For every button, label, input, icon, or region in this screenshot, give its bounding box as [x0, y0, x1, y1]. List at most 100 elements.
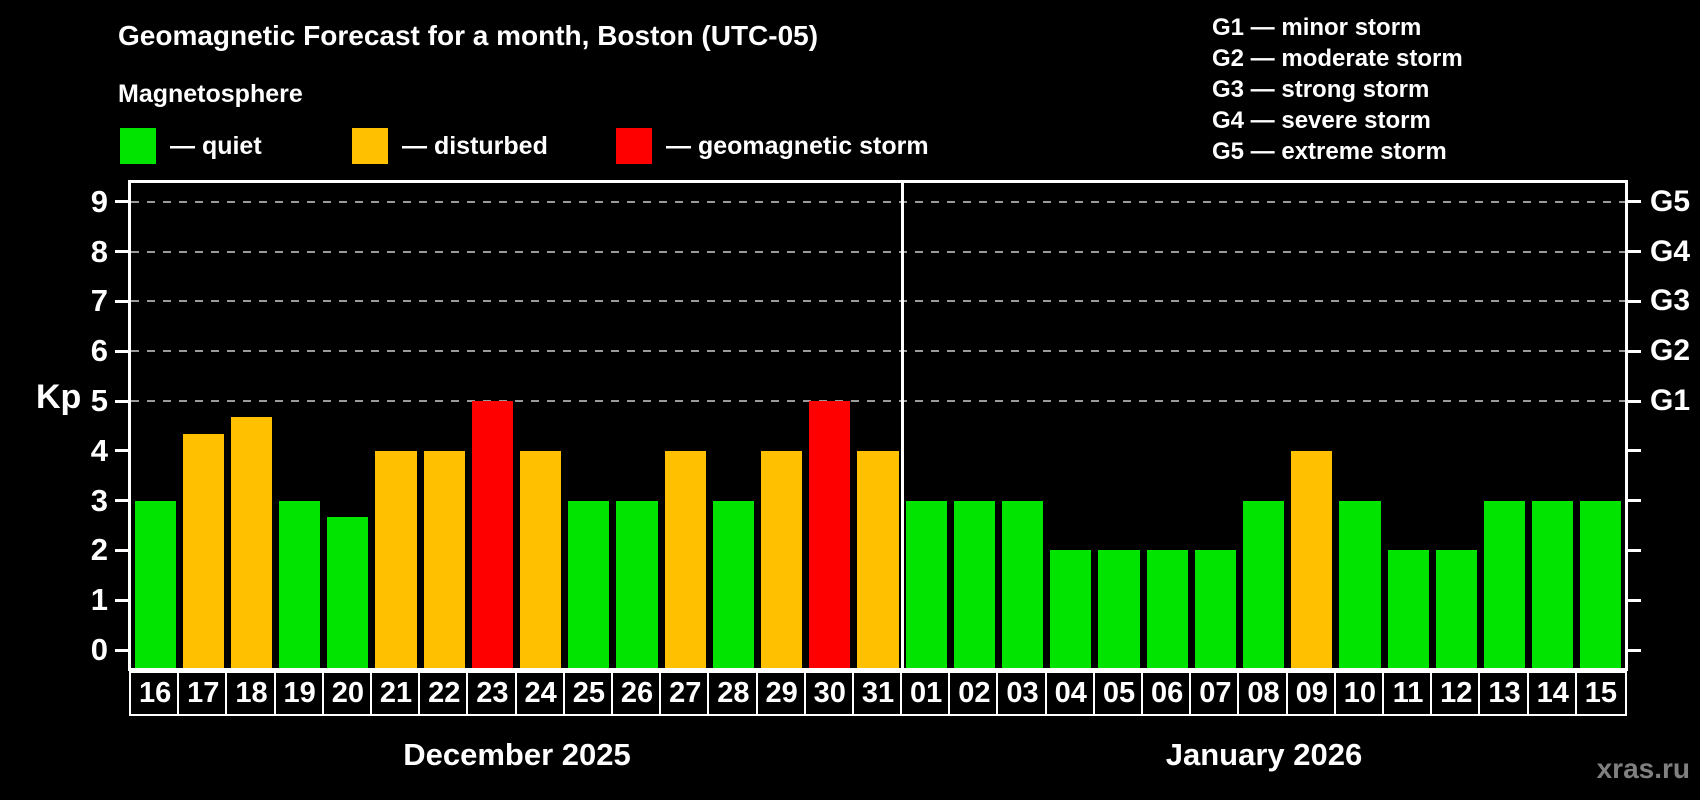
date-cell: 29	[755, 671, 808, 716]
g-scale-label-g1: G1	[1650, 384, 1691, 417]
kp-tick-label: 0	[90, 632, 108, 667]
kp-tick-label: 6	[90, 333, 108, 368]
date-cell: 03	[996, 671, 1049, 716]
date-cell: 10	[1333, 671, 1387, 716]
kp-bar	[279, 500, 321, 668]
date-cell: 06	[1141, 671, 1194, 716]
g-scale-label-g2: G2	[1650, 334, 1691, 367]
g2-legend-line: G2 — moderate storm	[1212, 45, 1463, 72]
left-axis-tick	[115, 499, 128, 502]
kp-bar	[857, 450, 899, 668]
legend-quiet-label: — quiet	[170, 131, 262, 160]
g-scale-label-g5: G5	[1650, 185, 1691, 218]
date-cell: 07	[1189, 671, 1242, 716]
kp-bar	[1050, 550, 1092, 668]
date-cell: 11	[1382, 671, 1435, 716]
date-cell: 13	[1478, 671, 1531, 716]
legend-item-storm: — geomagnetic storm	[616, 127, 929, 165]
date-cell: 15	[1574, 671, 1627, 716]
kp-bar	[1339, 500, 1381, 668]
magnetosphere-label: Magnetosphere	[118, 80, 303, 108]
date-cell: 02	[948, 671, 1001, 716]
kp-bar	[520, 450, 562, 668]
date-cell: 25	[562, 671, 615, 716]
g1-legend-line: G1 — minor storm	[1212, 14, 1422, 41]
date-cell: 22	[418, 671, 471, 716]
right-axis-tick	[1628, 200, 1641, 203]
kp-bar	[761, 450, 803, 668]
date-cell: 20	[321, 671, 374, 716]
g-scale-legend: G1 — minor storm G2 — moderate storm G3 …	[1212, 12, 1463, 167]
kp-tick-label: 1	[90, 582, 108, 617]
kp-bar	[664, 450, 706, 668]
kp-bar	[423, 450, 465, 668]
right-axis-tick	[1628, 649, 1641, 652]
date-cell: 19	[273, 671, 326, 716]
kp-bar	[375, 450, 417, 668]
left-axis-tick	[115, 250, 128, 253]
date-cell: 27	[659, 671, 712, 716]
right-axis-tick	[1628, 549, 1641, 552]
date-cell: 09	[1285, 671, 1338, 716]
disturbed-color-swatch	[352, 128, 388, 164]
kp-bar	[1291, 450, 1333, 668]
plot-area	[128, 180, 1628, 671]
date-cell: 30	[803, 671, 856, 716]
right-axis-tick	[1628, 449, 1641, 452]
month-label: January 2026	[1165, 737, 1363, 772]
date-cell: 24	[514, 671, 567, 716]
kp-bar	[471, 401, 514, 668]
kp-bar	[568, 500, 610, 668]
date-cell: 21	[369, 671, 423, 716]
kp-tick-label: 8	[90, 234, 108, 269]
date-cell: 17	[177, 671, 230, 716]
kp-bar	[616, 500, 658, 668]
right-axis-tick	[1628, 400, 1641, 403]
kp-bar	[327, 517, 369, 668]
legend-storm-label: — geomagnetic storm	[666, 131, 929, 160]
left-axis-tick	[115, 300, 128, 303]
kp-tick-label: 2	[90, 532, 108, 567]
kp-bar	[1194, 550, 1236, 668]
gridline-kp5	[131, 400, 1625, 402]
left-axis-tick	[115, 350, 128, 353]
left-axis-tick	[115, 649, 128, 652]
g4-legend-line: G4 — severe storm	[1212, 107, 1431, 134]
g3-legend-line: G3 — strong storm	[1212, 76, 1430, 103]
date-cell: 16	[129, 671, 182, 716]
g-scale-label-g3: G3	[1650, 284, 1691, 317]
gridline-kp8	[131, 251, 1625, 253]
legend-disturbed-label: — disturbed	[402, 131, 548, 160]
kp-bar	[134, 500, 176, 668]
kp-tick-label: 3	[90, 483, 108, 518]
date-cell: 18	[225, 671, 278, 716]
kp-bar	[1580, 500, 1622, 668]
date-cell: 23	[466, 671, 519, 716]
gridline-kp7	[131, 300, 1625, 302]
month-label: December 2025	[403, 737, 631, 772]
right-axis-tick	[1628, 300, 1641, 303]
legend-item-quiet: — quiet	[120, 127, 262, 165]
kp-bar	[1435, 550, 1477, 668]
date-cell: 01	[900, 671, 953, 716]
kp-bar	[1242, 500, 1285, 668]
kp-tick-label: 9	[90, 184, 108, 219]
quiet-color-swatch	[120, 128, 156, 164]
kp-bar	[809, 401, 851, 668]
g-scale-label-g4: G4	[1650, 235, 1691, 268]
legend-item-disturbed: — disturbed	[352, 127, 548, 165]
date-cell: 28	[707, 671, 760, 716]
date-cell: 31	[851, 671, 905, 716]
gridline-kp9	[131, 201, 1625, 203]
chart-title: Geomagnetic Forecast for a month, Boston…	[118, 20, 819, 51]
left-axis-tick	[115, 549, 128, 552]
right-axis-tick	[1628, 250, 1641, 253]
kp-bar	[1001, 500, 1044, 668]
g5-legend-line: G5 — extreme storm	[1212, 138, 1447, 165]
kp-bar	[1387, 550, 1429, 668]
kp-bar	[1532, 500, 1574, 668]
date-cell: 08	[1237, 671, 1290, 716]
kp-bar	[1483, 500, 1526, 668]
date-cell: 12	[1430, 671, 1483, 716]
